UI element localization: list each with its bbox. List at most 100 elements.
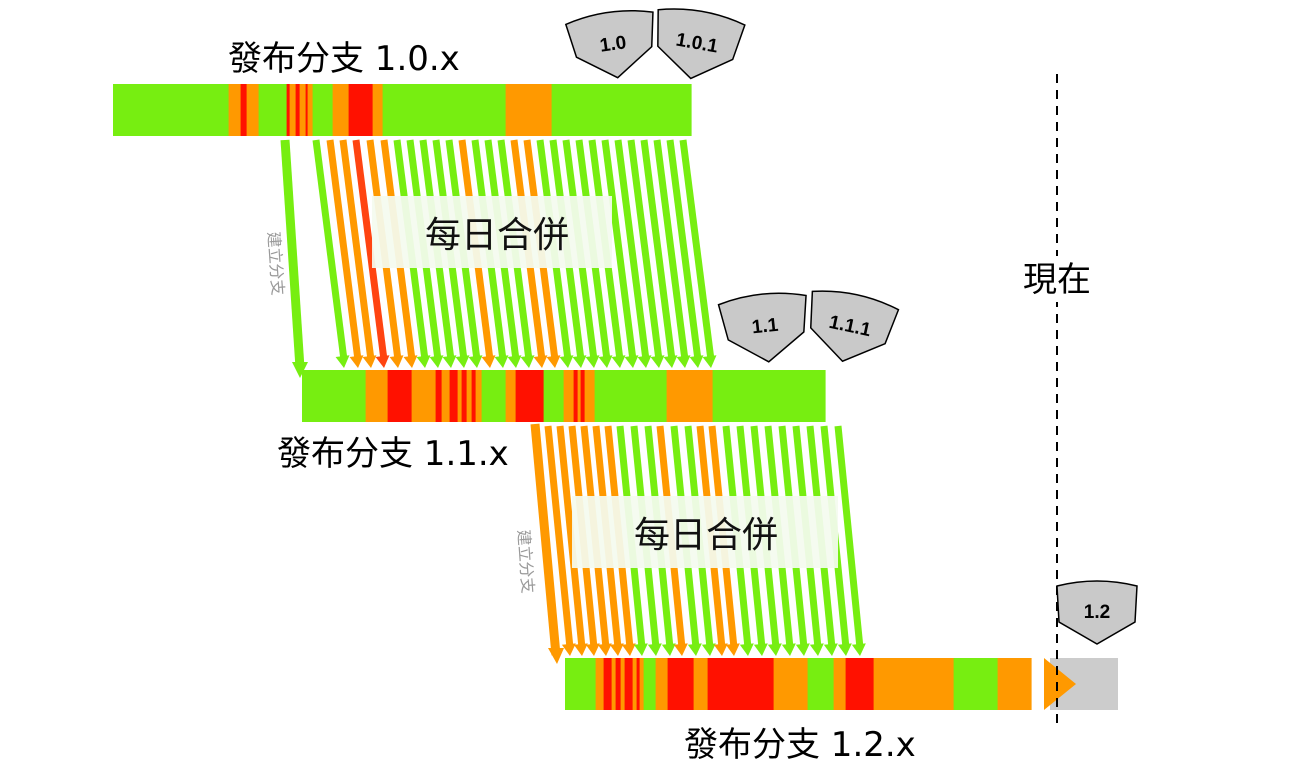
merge-arrow — [326, 139, 362, 361]
branch-1-2-arrowhead — [1044, 658, 1076, 710]
branch-segment — [372, 84, 383, 136]
merge-arrowhead — [673, 643, 688, 656]
merge-arrowhead — [416, 355, 431, 368]
create-branch-arrow-2 — [530, 423, 564, 664]
branch-segment — [693, 658, 708, 710]
merge-arrowhead — [520, 355, 535, 368]
branch-segment — [305, 84, 308, 136]
branch-segment — [299, 84, 306, 136]
branch-segment — [666, 370, 713, 422]
branch-segment — [457, 370, 462, 422]
branch-segment — [707, 658, 774, 710]
merge-arrowhead — [389, 355, 404, 368]
branch-segment — [332, 84, 349, 136]
branch-segment — [515, 370, 544, 422]
branch-segment — [302, 370, 366, 422]
merge-arrowhead — [624, 355, 639, 368]
branch-segment — [580, 370, 585, 422]
merge-arrowhead — [611, 355, 626, 368]
branch-segment — [611, 658, 616, 710]
branch-segment — [475, 370, 482, 422]
branch-segment — [461, 370, 467, 422]
branch-segment — [584, 370, 595, 422]
branch-segment — [312, 84, 333, 136]
create-branch-arrow-1 — [280, 139, 308, 378]
branch-segment — [228, 84, 241, 136]
branch-segment — [240, 84, 247, 136]
merge-arrowhead — [585, 643, 600, 656]
now-label: 現在 — [1023, 260, 1091, 300]
merge-arrowhead — [851, 643, 866, 656]
branch-segment — [639, 658, 644, 710]
merge-arrowhead — [362, 355, 377, 368]
branch-segment — [595, 658, 604, 710]
merge-arrow — [640, 139, 676, 361]
branch-label-1-2: 發布分支 1.2.x — [684, 725, 916, 765]
create-branch-label-1: 建立分支 — [264, 231, 287, 296]
merge-arrowhead — [663, 355, 678, 368]
branch-segment — [435, 370, 442, 422]
merge-arrow — [601, 139, 637, 361]
branch-segment — [636, 658, 640, 710]
branch-segment — [807, 658, 834, 710]
branch-segment — [411, 370, 436, 422]
merge-arrowhead — [702, 355, 717, 368]
version-tag-1-1-1: 1.1.1 — [809, 290, 900, 363]
merge-arrowhead — [585, 355, 600, 368]
merge-arrowhead — [781, 643, 796, 656]
merge-arrowhead — [559, 355, 574, 368]
svg-text:1.2: 1.2 — [1084, 602, 1110, 623]
version-tag-1-2: 1.2 — [1056, 580, 1138, 645]
branch-segment — [543, 370, 564, 422]
merge-arrowhead — [403, 355, 418, 368]
branch-segment — [624, 658, 633, 710]
branch-segment — [258, 84, 287, 136]
branch-segment — [565, 658, 596, 710]
merge-arrowhead — [767, 643, 782, 656]
branch-segment — [563, 370, 574, 422]
branch-segment — [348, 84, 373, 136]
merge-arrowhead — [442, 355, 457, 368]
merge-arrow — [339, 139, 375, 361]
merge-arrowhead — [701, 643, 716, 656]
merge-arrowhead — [335, 355, 350, 368]
merge-arrowhead — [739, 643, 754, 656]
merge-arrowhead — [823, 643, 838, 656]
branch-segment — [573, 370, 578, 422]
merge-arrowhead — [687, 643, 702, 656]
svg-text:1.0: 1.0 — [599, 32, 628, 56]
merge-arrowhead — [546, 355, 561, 368]
branch-segment — [471, 370, 476, 422]
branch-bar-1-0 — [113, 84, 692, 136]
branch-segment — [643, 658, 656, 710]
branch-segment — [997, 658, 1032, 710]
merge-arrowhead — [429, 355, 444, 368]
merge-arrow — [614, 139, 650, 361]
merge-arrowhead — [753, 643, 768, 656]
merge-arrow — [679, 139, 715, 361]
merge-arrowhead — [689, 355, 704, 368]
branch-segment — [289, 84, 296, 136]
merge-arrowhead — [661, 643, 676, 656]
merge-arrow — [556, 425, 586, 649]
merge-arrowhead — [507, 355, 522, 368]
branch-segment — [505, 84, 552, 136]
branch-segment — [505, 370, 516, 422]
merge-arrowhead — [481, 355, 496, 368]
merge-label-1: 每日合併 — [425, 215, 569, 256]
branch-segment — [712, 370, 826, 422]
merge-arrowhead — [598, 355, 613, 368]
merge-arrowhead — [561, 643, 576, 656]
branch-segment — [833, 658, 846, 710]
merge-arrowhead — [533, 355, 548, 368]
merge-arrowhead — [494, 355, 509, 368]
merge-arrowhead — [837, 643, 852, 656]
merge-arrowhead — [468, 355, 483, 368]
merge-arrow — [834, 425, 864, 649]
merge-arrowhead — [809, 643, 824, 656]
branch-segment — [615, 658, 621, 710]
branch-segment — [655, 658, 668, 710]
branch-label-1-1: 發布分支 1.1.x — [277, 434, 509, 474]
branch-segment — [603, 658, 612, 710]
